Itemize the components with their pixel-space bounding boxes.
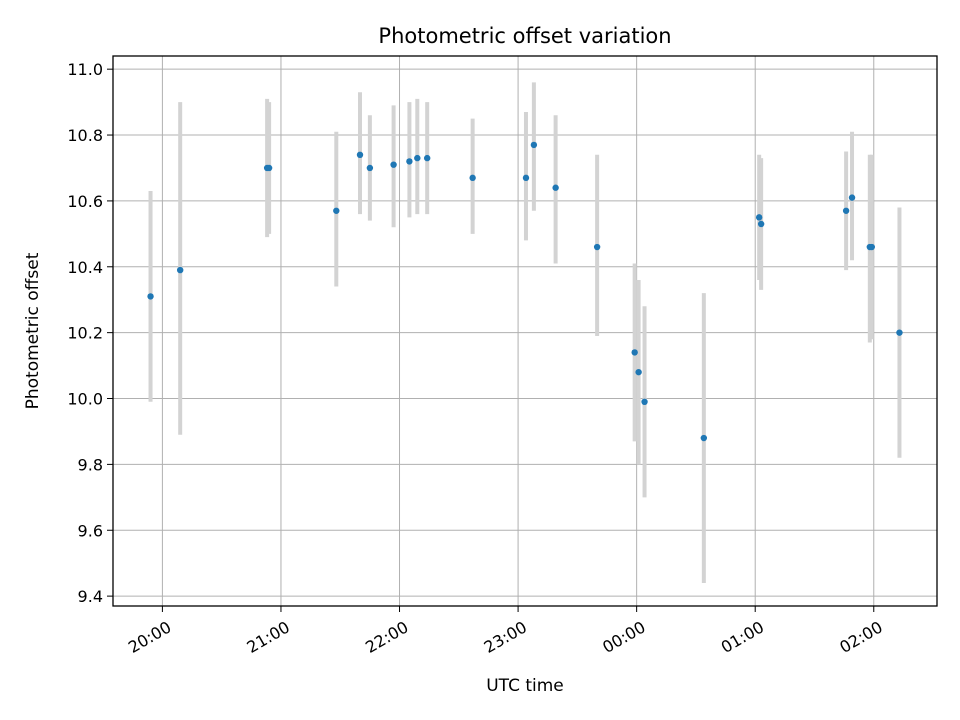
data-point (641, 398, 648, 406)
y-tick-label: 10.2 (67, 324, 103, 343)
y-tick-label: 10.0 (67, 390, 103, 409)
data-point (848, 194, 856, 201)
plot-frame (112, 55, 938, 607)
data-point (631, 349, 638, 356)
y-tick-label: 10.6 (67, 192, 103, 211)
data-point (423, 154, 431, 162)
data-point (635, 368, 642, 376)
data-point (176, 266, 184, 274)
data-point (755, 214, 763, 221)
y-axis-ticks: 9.4 9.6 9.8 10.0 10.2 10.4 10.6 10.8 11.0 (67, 60, 113, 606)
y-tick-label: 9.4 (78, 587, 103, 606)
y-axis-label: Photometric offset (23, 252, 43, 409)
data-point (469, 174, 476, 182)
data-point (522, 174, 530, 182)
y-tick-label: 10.8 (67, 126, 103, 145)
y-tick-label: 10.4 (67, 258, 103, 277)
data-point (414, 154, 421, 162)
data-point (842, 207, 850, 214)
data-point (896, 329, 903, 336)
data-point (700, 434, 708, 442)
chart-title: Photometric offset variation (378, 24, 671, 48)
y-tick-label: 9.6 (78, 521, 103, 540)
data-point (593, 243, 601, 251)
y-tick-label: 9.8 (78, 455, 103, 474)
data-points (147, 141, 903, 442)
data-point (390, 161, 397, 168)
data-point (356, 151, 364, 159)
data-point (366, 164, 374, 172)
data-point (552, 184, 559, 191)
data-point (530, 141, 538, 149)
y-tick-label: 11.0 (67, 60, 103, 79)
x-axis-label: UTC time (486, 676, 564, 696)
data-point (868, 243, 875, 251)
data-point (333, 207, 340, 214)
data-point (265, 164, 273, 172)
data-point (147, 293, 154, 300)
data-point (757, 220, 765, 228)
data-point (406, 158, 413, 165)
